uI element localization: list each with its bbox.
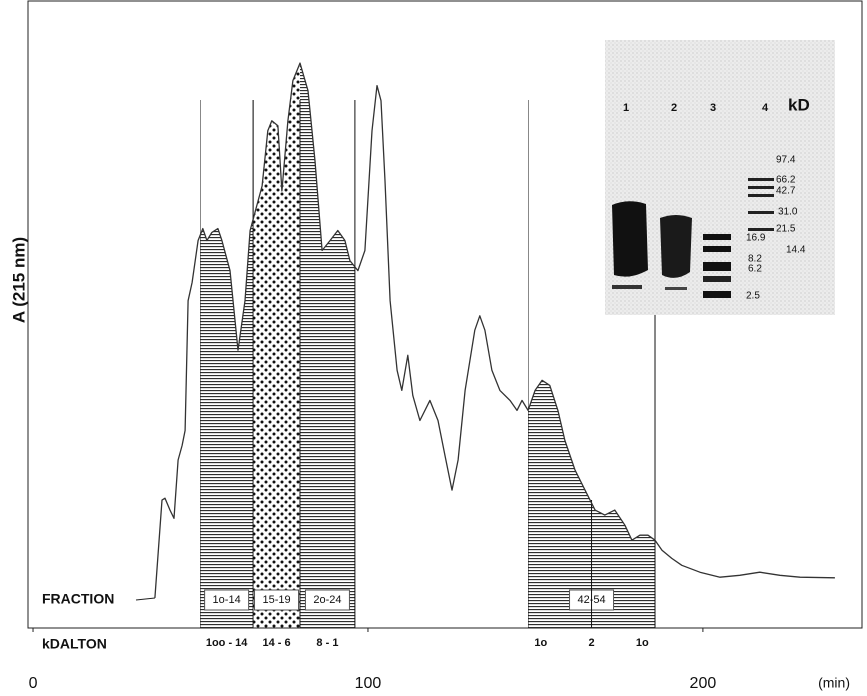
kdalton-title: kDALTON	[42, 636, 107, 652]
fraction-label-box	[204, 589, 250, 611]
gel-band	[703, 234, 731, 240]
fraction-band	[299, 63, 355, 628]
gel-band	[748, 211, 774, 214]
x-axis-label: (min)	[818, 675, 850, 691]
kdalton-label: 8 - 1	[316, 637, 338, 649]
gel-band	[748, 194, 774, 197]
gel-band	[703, 246, 731, 252]
gel-lane-label: 1	[623, 102, 629, 114]
gel-marker-label: 8.2	[748, 254, 762, 265]
gel-lane-label: 2	[671, 102, 677, 114]
trace	[154, 62, 835, 598]
gel-unit: kD	[788, 95, 810, 114]
gel-band	[703, 262, 731, 271]
x-tick-label: 100	[355, 675, 382, 692]
fraction-label-box	[304, 589, 350, 611]
y-axis-label: A (215 nm)	[9, 237, 28, 323]
gel-band	[748, 186, 774, 189]
gel-band	[703, 291, 731, 298]
kdalton-label: 14 - 6	[262, 637, 290, 649]
gel-inset: 1 2 3 4 kD 97.4 66.242.7 31.0 21.5 16.9 14.4 8.26.2…	[605, 40, 835, 315]
gel-marker-label: 6.2	[748, 264, 762, 275]
gel-marker-label: 16.9	[746, 233, 766, 244]
kdalton-label: 1o	[636, 637, 649, 649]
gel-marker-label: 97.4	[776, 155, 796, 166]
kdalton-label: 1oo - 14	[206, 637, 248, 649]
gel-band	[660, 215, 692, 278]
gel-band	[612, 285, 642, 289]
gel-marker-label: 42.7	[776, 186, 796, 197]
plot-frame	[27, 0, 863, 629]
fraction-label-box	[254, 589, 300, 611]
fraction-band	[200, 219, 254, 628]
gel-marker-label: 14.4	[786, 245, 806, 256]
x-tick-label: 200	[690, 675, 717, 692]
gel-lane-label: 3	[710, 102, 716, 114]
fraction-band	[253, 63, 300, 628]
gel-marker-label: 31.0	[778, 207, 798, 218]
fraction-label: 1o-14	[213, 594, 241, 606]
gel-lane-label: 4	[762, 102, 769, 114]
gel-band	[748, 228, 774, 231]
fraction-label: 15-19	[262, 594, 290, 606]
fraction-label: 2o-24	[313, 594, 341, 606]
gel-marker-label: 21.5	[776, 224, 796, 235]
kdalton-label: 2	[588, 637, 594, 649]
gel-band	[703, 276, 731, 282]
fraction-leader	[135, 597, 156, 601]
gel-band	[612, 201, 648, 277]
fraction-title: FRACTION	[42, 591, 114, 607]
gel-band	[748, 178, 774, 181]
x-tick-label: 0	[29, 675, 38, 692]
gel-marker-label: 2.5	[746, 291, 760, 302]
gel-band	[665, 287, 687, 290]
kdalton-label: 1o	[534, 637, 547, 649]
gel-marker-label: 66.2	[776, 175, 796, 186]
